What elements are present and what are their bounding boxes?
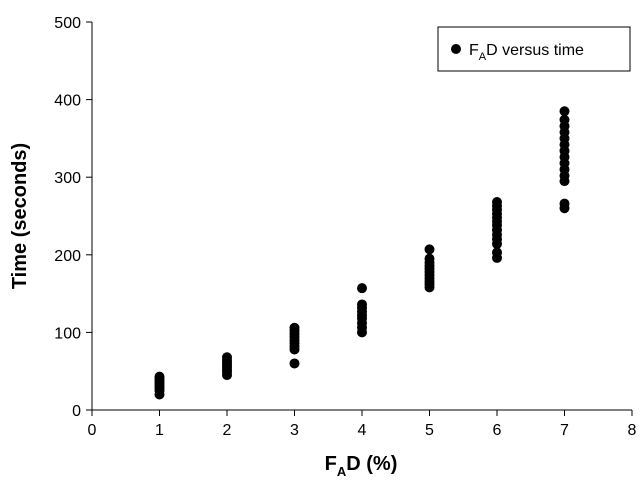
x-tick-label: 2 [223, 422, 232, 439]
data-point [492, 247, 502, 258]
x-axis-title-rest: D (%) [346, 453, 397, 475]
data-point [222, 352, 232, 363]
data-point [289, 322, 300, 333]
x-tick-label: 5 [425, 422, 434, 439]
y-axis-ticks: 0 100 200 300 400 500 [54, 15, 92, 420]
data-point [492, 197, 502, 208]
legend-marker [451, 44, 461, 54]
legend-label-main: F [469, 42, 479, 59]
data-point [357, 283, 367, 294]
x-tick-label: 6 [493, 422, 502, 439]
legend-label-sub: A [479, 51, 487, 63]
x-axis-ticks: 0 1 2 3 4 5 6 7 8 [88, 410, 637, 439]
y-tick-label: 300 [54, 170, 81, 187]
x-tick-label: 8 [628, 422, 637, 439]
y-tick-label: 0 [72, 403, 81, 420]
x-tick-label: 0 [88, 422, 97, 439]
data-point [424, 244, 435, 255]
y-tick-label: 100 [54, 325, 81, 342]
x-tick-label: 7 [560, 422, 569, 439]
data-point [559, 114, 570, 125]
x-axis-title: FAD (%) [325, 453, 398, 479]
x-tick-label: 4 [358, 422, 367, 439]
legend: FAD versus time [437, 26, 631, 72]
data-point [289, 358, 300, 369]
data-point [357, 299, 367, 310]
data-points [154, 106, 570, 400]
x-axis-title-sub: A [337, 464, 347, 479]
y-tick-label: 500 [54, 15, 81, 32]
x-tick-label: 3 [290, 422, 299, 439]
legend-box [437, 26, 631, 72]
data-point [559, 106, 570, 117]
data-point [154, 371, 165, 382]
y-tick-label: 400 [54, 93, 81, 110]
legend-label: FAD versus time [469, 42, 584, 63]
legend-label-rest: D versus time [486, 42, 584, 59]
data-point [559, 198, 570, 209]
x-tick-label: 1 [155, 422, 164, 439]
data-point [424, 253, 435, 264]
x-axis-title-main: F [325, 453, 337, 475]
y-tick-label: 200 [54, 248, 81, 265]
y-axis-title: Time (seconds) [9, 143, 31, 289]
